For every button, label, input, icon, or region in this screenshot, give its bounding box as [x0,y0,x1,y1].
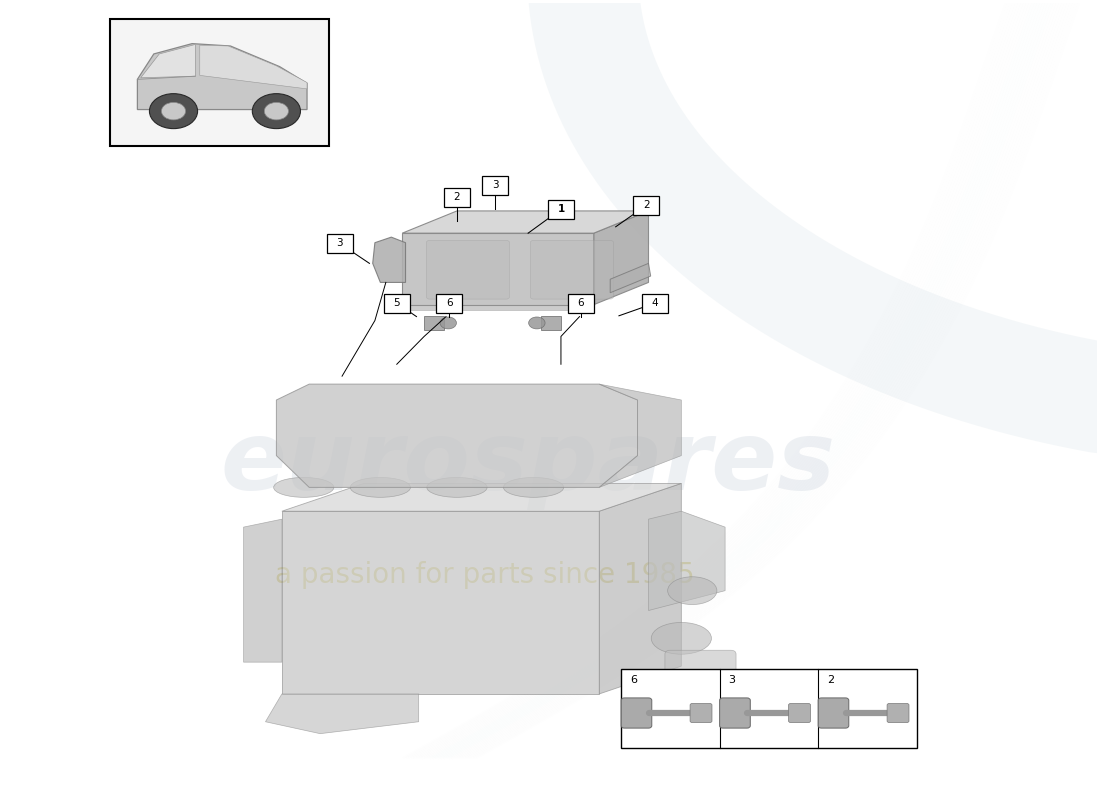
Polygon shape [265,694,419,734]
FancyBboxPatch shape [443,188,470,207]
Ellipse shape [274,478,333,498]
FancyBboxPatch shape [327,234,353,253]
Bar [110,18,329,146]
Polygon shape [200,46,307,89]
Text: 3: 3 [337,238,343,249]
Polygon shape [600,483,681,694]
Polygon shape [600,384,681,487]
FancyBboxPatch shape [568,294,594,313]
Circle shape [252,94,300,129]
Text: 2: 2 [453,193,460,202]
Polygon shape [541,316,561,330]
Polygon shape [282,511,600,694]
FancyBboxPatch shape [634,196,659,215]
Circle shape [150,94,198,129]
Ellipse shape [504,478,563,498]
Ellipse shape [440,317,456,329]
FancyBboxPatch shape [642,294,668,313]
Ellipse shape [651,622,712,654]
FancyBboxPatch shape [789,703,811,722]
Text: 3: 3 [492,181,498,190]
Text: 1: 1 [558,204,564,214]
Text: 5: 5 [394,298,400,308]
Polygon shape [610,263,651,293]
Circle shape [264,102,288,120]
Text: a passion for parts since 1985: a passion for parts since 1985 [275,561,694,589]
Polygon shape [594,211,649,305]
FancyBboxPatch shape [482,176,508,195]
Circle shape [162,102,186,120]
FancyBboxPatch shape [621,698,652,728]
Ellipse shape [350,478,410,498]
FancyBboxPatch shape [548,200,574,219]
FancyBboxPatch shape [427,240,509,299]
Polygon shape [403,233,594,305]
Ellipse shape [668,577,717,605]
FancyBboxPatch shape [818,698,849,728]
Polygon shape [141,45,196,78]
Polygon shape [403,211,649,233]
Polygon shape [138,44,307,110]
Polygon shape [425,316,443,330]
Polygon shape [649,511,725,610]
Polygon shape [243,519,282,662]
FancyBboxPatch shape [887,703,909,722]
Bar [621,669,916,748]
FancyBboxPatch shape [530,240,614,299]
Ellipse shape [529,317,546,329]
Text: 4: 4 [652,298,659,308]
Text: 3: 3 [728,675,736,685]
Text: 2: 2 [827,675,834,685]
Text: eurospares: eurospares [220,417,836,510]
Text: 6: 6 [630,675,637,685]
FancyBboxPatch shape [719,698,750,728]
Text: 6: 6 [578,298,584,308]
Text: 2: 2 [644,200,650,210]
Text: 6: 6 [446,298,452,308]
Polygon shape [276,384,638,487]
FancyBboxPatch shape [384,294,410,313]
Polygon shape [403,305,594,310]
Ellipse shape [427,478,487,498]
FancyBboxPatch shape [690,703,712,722]
FancyBboxPatch shape [664,650,736,690]
FancyBboxPatch shape [437,294,462,313]
Polygon shape [373,237,406,282]
Polygon shape [282,483,681,511]
